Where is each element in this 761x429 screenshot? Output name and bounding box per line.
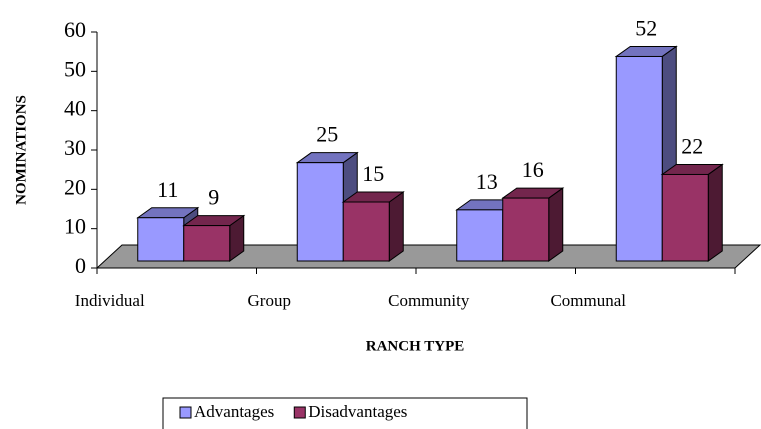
x-tick-label: Group xyxy=(248,291,291,310)
bar-side xyxy=(707,163,723,262)
data-label: 9 xyxy=(208,185,219,210)
y-tick-label: 60 xyxy=(64,17,86,42)
data-label: 22 xyxy=(681,134,703,159)
legend-swatch xyxy=(293,406,306,419)
bar xyxy=(296,162,344,262)
legend-swatch xyxy=(179,406,192,419)
x-tick-label: Community xyxy=(388,291,470,310)
y-tick-label: 30 xyxy=(64,135,86,160)
data-label: 25 xyxy=(316,122,338,147)
y-tick-label: 10 xyxy=(64,214,86,239)
bar xyxy=(615,55,663,262)
data-label: 52 xyxy=(635,16,657,41)
data-label: 16 xyxy=(522,157,544,182)
bar xyxy=(137,217,185,262)
y-axis-label: NOMINATIONS xyxy=(13,95,29,205)
legend-label: Advantages xyxy=(194,402,274,421)
y-tick-label: 50 xyxy=(64,56,86,81)
data-label: 11 xyxy=(157,177,178,202)
legend xyxy=(162,397,528,429)
bar xyxy=(183,225,231,262)
y-tick-label: 20 xyxy=(64,174,86,199)
data-label: 15 xyxy=(362,161,384,186)
y-tick-label: 0 xyxy=(75,253,86,278)
bar xyxy=(342,201,390,262)
bar-side xyxy=(548,187,564,262)
bar xyxy=(456,209,504,262)
bar xyxy=(502,197,550,262)
data-label: 13 xyxy=(476,169,498,194)
bar xyxy=(661,173,709,262)
x-tick-label: Individual xyxy=(75,291,145,310)
bar-side xyxy=(388,191,404,262)
y-tick-label: 40 xyxy=(64,96,86,121)
x-tick-label: Communal xyxy=(550,291,626,310)
legend-label: Disadvantages xyxy=(308,402,407,421)
x-axis-label: RANCH TYPE xyxy=(366,338,464,354)
